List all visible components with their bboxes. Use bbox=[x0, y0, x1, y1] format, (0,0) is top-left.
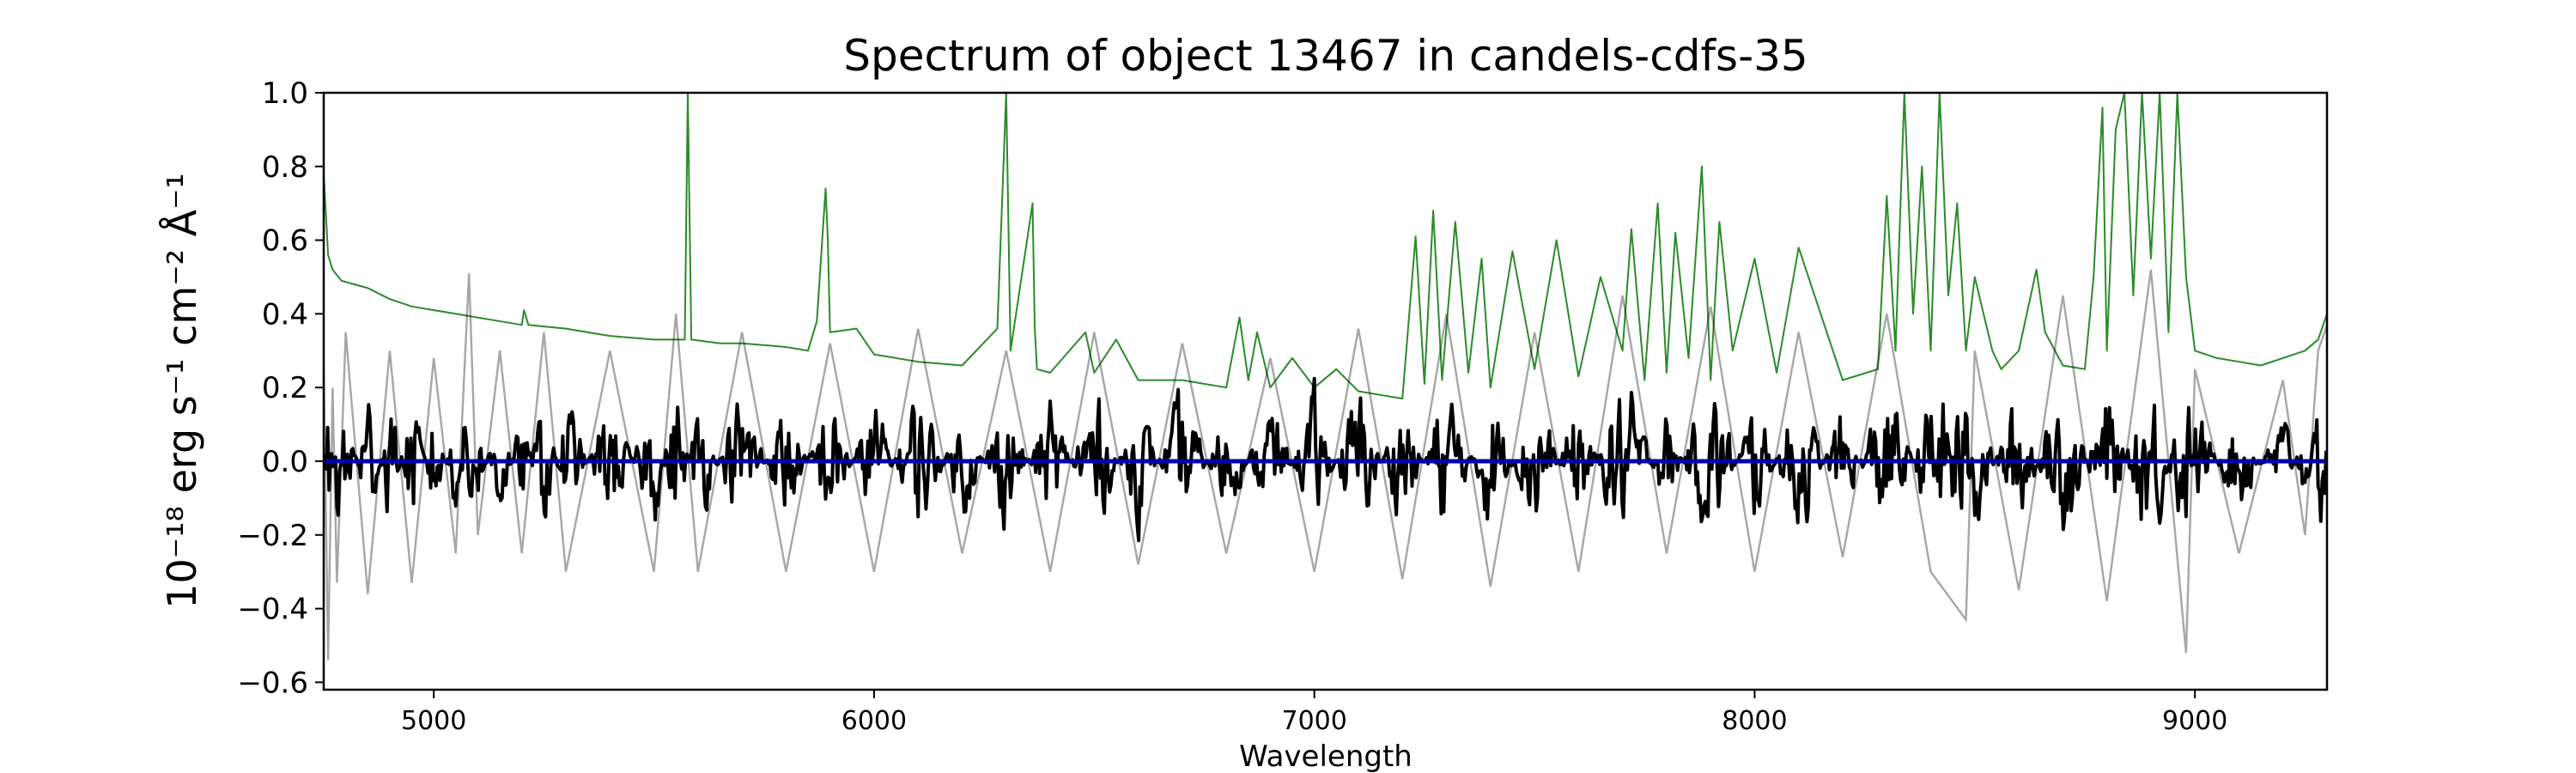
y-tick-label: 0.4 bbox=[262, 297, 308, 332]
y-tick-label: 1.0 bbox=[262, 76, 308, 111]
y-tick-label: −0.6 bbox=[237, 666, 308, 700]
x-tick-label: 9000 bbox=[2162, 706, 2227, 736]
y-tick-label: 0.0 bbox=[262, 445, 308, 479]
y-axis-label: 10⁻¹⁸ erg s⁻¹ cm⁻² Å⁻¹ bbox=[159, 173, 205, 608]
x-tick-label: 6000 bbox=[841, 706, 907, 736]
series-1-envelope bbox=[324, 269, 2327, 660]
y-tick-label: −0.2 bbox=[237, 519, 308, 553]
y-axis: −0.6 −0.4 −0.2 0.0 0.2 0.4 0.6 0.8 1.0 bbox=[237, 76, 324, 700]
y-tick-label: 0.6 bbox=[262, 224, 308, 259]
x-axis: 5000 6000 7000 8000 9000 bbox=[401, 690, 2227, 736]
y-tick-label: 0.8 bbox=[262, 150, 308, 185]
x-axis-label: Wavelength bbox=[1239, 740, 1413, 773]
plot-frame bbox=[322, 91, 2329, 691]
chart-title: Spectrum of object 13467 in candels-cdfs… bbox=[843, 31, 1808, 81]
y-tick-label: −0.4 bbox=[237, 593, 308, 627]
series-layer bbox=[324, 93, 2327, 660]
x-tick-label: 5000 bbox=[401, 706, 466, 736]
x-tick-label: 8000 bbox=[1722, 706, 1787, 736]
y-tick-label: 0.2 bbox=[262, 371, 308, 405]
series-0-line bbox=[324, 93, 2327, 400]
x-tick-label: 7000 bbox=[1282, 706, 1347, 736]
